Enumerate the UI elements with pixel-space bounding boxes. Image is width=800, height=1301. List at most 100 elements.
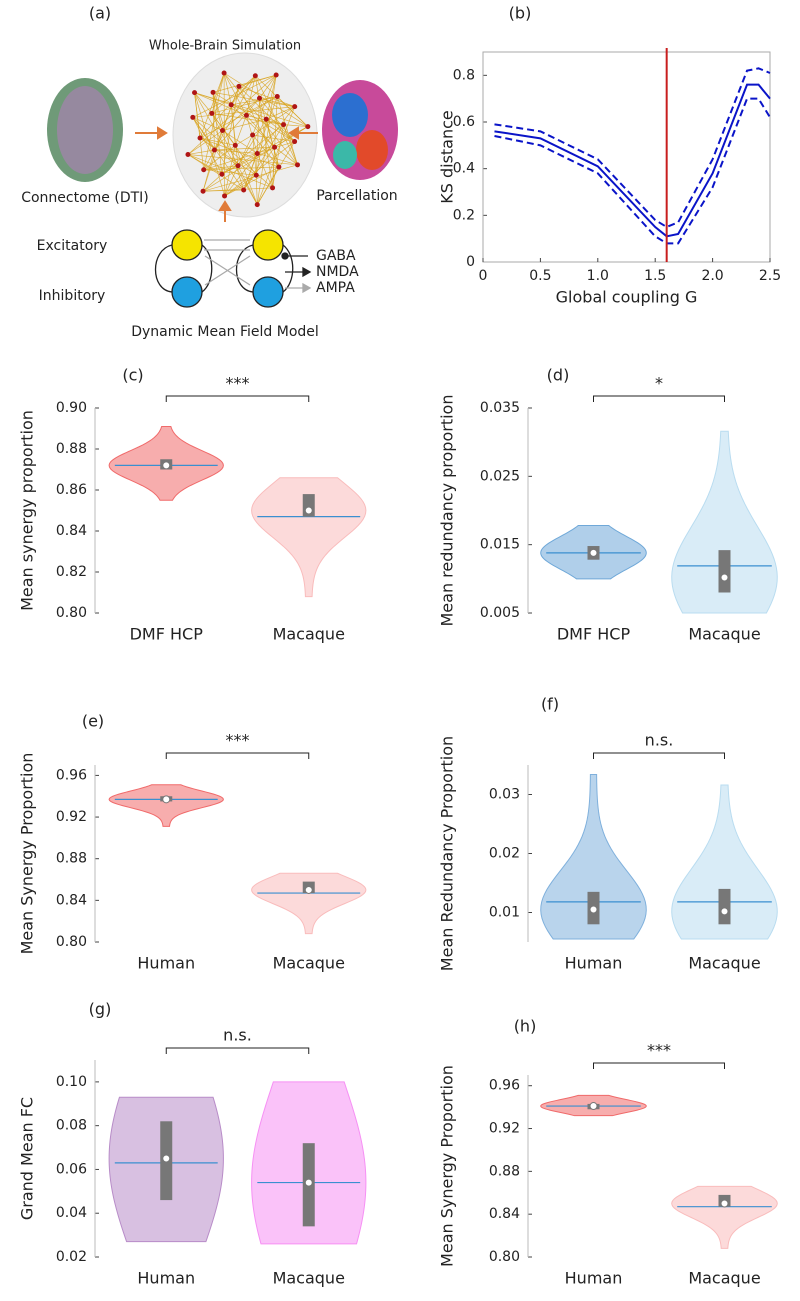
edge bbox=[256, 74, 277, 205]
x-tick-label: DMF HCP bbox=[557, 625, 631, 644]
y-tick-label: 0.96 bbox=[56, 767, 87, 783]
node bbox=[272, 144, 278, 150]
chart-violin: (g) Grand Mean FC 0.02 0.04 0.06 0.08 0.10 Huma… bbox=[18, 1000, 367, 1288]
y-axis-label: Grand Mean FC bbox=[18, 1097, 37, 1220]
median-dot bbox=[589, 1102, 598, 1111]
panel-label: (f) bbox=[541, 695, 559, 714]
edge bbox=[212, 92, 245, 191]
dmf-model bbox=[154, 229, 312, 308]
y-tick-label: 0.01 bbox=[489, 905, 520, 921]
parcel bbox=[332, 93, 368, 137]
diagram-title: Whole-Brain Simulation bbox=[149, 39, 301, 54]
node bbox=[305, 124, 311, 130]
node bbox=[222, 193, 228, 199]
violin bbox=[251, 872, 367, 935]
iqr-box bbox=[718, 888, 731, 925]
line-series bbox=[494, 67, 771, 229]
y-tick-label: 0.03 bbox=[489, 787, 520, 803]
legend-label: AMPA bbox=[316, 280, 355, 296]
y-tick-label: 0.08 bbox=[56, 1118, 87, 1134]
median-dot bbox=[720, 1199, 729, 1208]
y-tick-label: 0.88 bbox=[489, 1163, 520, 1179]
arrows bbox=[135, 126, 318, 222]
significance-label: *** bbox=[226, 731, 250, 750]
edge bbox=[259, 74, 277, 99]
node bbox=[273, 72, 279, 78]
y-tick-label: 0.8 bbox=[453, 67, 475, 83]
y-axis-label: Mean Synergy Proportion bbox=[18, 753, 37, 955]
edge bbox=[224, 141, 295, 197]
median-dot bbox=[162, 795, 171, 804]
edge bbox=[194, 92, 258, 205]
legend-label: GABA bbox=[316, 248, 356, 264]
edge bbox=[214, 86, 240, 151]
edge bbox=[202, 164, 298, 192]
edge bbox=[187, 154, 273, 189]
panel-label: (b) bbox=[509, 4, 532, 23]
edge bbox=[203, 72, 225, 170]
significance-bracket bbox=[593, 752, 725, 759]
significance-label: *** bbox=[226, 374, 250, 393]
network-brain bbox=[172, 52, 318, 218]
panel-label: (h) bbox=[514, 1017, 537, 1036]
x-tick-label: 1.5 bbox=[644, 268, 666, 284]
chart-violin: (d) Mean redundancy proportion 0.005 0.015 0… bbox=[438, 366, 778, 644]
node bbox=[219, 171, 225, 177]
edge bbox=[223, 72, 298, 166]
y-tick-label: 0.92 bbox=[489, 1121, 520, 1137]
y-tick-label: 0.06 bbox=[56, 1161, 87, 1177]
x-tick-label: Macaque bbox=[688, 1269, 760, 1288]
node bbox=[228, 102, 234, 108]
significance-bracket bbox=[165, 1047, 310, 1054]
edge bbox=[192, 74, 277, 118]
y-axis-label: KS distance bbox=[438, 110, 457, 204]
parcel bbox=[333, 141, 357, 169]
edge bbox=[252, 134, 280, 168]
x-tick-label: Macaque bbox=[273, 954, 345, 973]
node bbox=[252, 73, 258, 79]
edge bbox=[235, 134, 253, 146]
significance-label: n.s. bbox=[645, 731, 674, 750]
chart-violin: (e) Mean Synergy Proportion 0.80 0.84 0.88 0.… bbox=[18, 712, 367, 973]
chart-line: (b) KS distance 0 0.2 0.4 0.6 0.8 0 0.5 1.0 1.5 2.0… bbox=[438, 4, 782, 307]
node bbox=[192, 90, 198, 96]
violin bbox=[671, 430, 778, 614]
y-tick-label: 0.10 bbox=[56, 1074, 87, 1090]
y-tick-label: 0.84 bbox=[56, 523, 87, 539]
edge bbox=[212, 92, 295, 107]
x-tick-label: Human bbox=[565, 954, 623, 973]
median-dot bbox=[304, 1178, 313, 1187]
y-tick-label: 0.84 bbox=[489, 1206, 520, 1222]
y-tick-label: 0.80 bbox=[56, 605, 87, 621]
node bbox=[197, 135, 203, 141]
edge bbox=[194, 92, 213, 114]
median-dot bbox=[720, 573, 729, 582]
node bbox=[292, 104, 298, 110]
edge bbox=[255, 119, 267, 176]
significance-label: * bbox=[655, 374, 663, 393]
panel-label: (d) bbox=[547, 366, 570, 385]
x-tick-label: DMF HCP bbox=[130, 625, 204, 644]
y-tick-label: 0.86 bbox=[56, 482, 87, 498]
edge bbox=[214, 149, 258, 154]
edge bbox=[265, 74, 277, 120]
edge bbox=[255, 75, 298, 165]
violin bbox=[540, 773, 647, 940]
x-tick-label: 2.5 bbox=[759, 268, 781, 284]
node bbox=[211, 147, 217, 153]
median-dot bbox=[720, 907, 729, 916]
edge bbox=[255, 175, 258, 205]
edge bbox=[238, 86, 295, 107]
plot-frame bbox=[482, 51, 771, 263]
edge bbox=[231, 96, 278, 106]
x-tick-label: Human bbox=[565, 1269, 623, 1288]
node bbox=[235, 163, 241, 169]
y-tick-label: 0.02 bbox=[489, 846, 520, 862]
significance-bracket bbox=[165, 395, 310, 402]
y-tick-label: 0.80 bbox=[56, 934, 87, 950]
x-axis-label: Global coupling G bbox=[556, 288, 698, 307]
node bbox=[209, 110, 215, 116]
x-tick-label: Macaque bbox=[273, 1269, 345, 1288]
edge bbox=[212, 92, 295, 142]
